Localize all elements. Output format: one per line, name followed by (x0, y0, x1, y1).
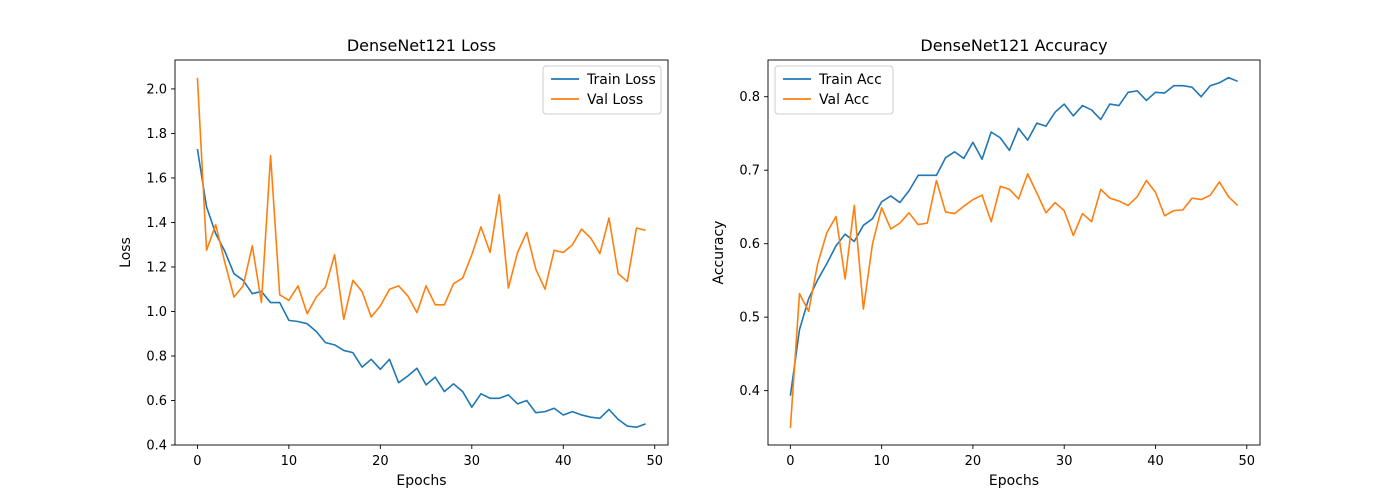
accuracy-series-train-acc-line (789, 76, 1238, 396)
accuracy-y-tick-label: 0.8 (739, 90, 760, 105)
accuracy-x-tick-label: 30 (1056, 454, 1073, 469)
loss-x-tick-label: 40 (555, 454, 572, 469)
loss-x-tick-label: 50 (646, 454, 663, 469)
accuracy-legend: Train Acc Val Acc (774, 65, 894, 115)
loss-y-tick-label: 0.4 (146, 439, 167, 454)
accuracy-legend-label: Train Acc (818, 72, 882, 88)
loss-x-tick-label: 30 (464, 454, 481, 469)
loss-chart-title: DenseNet121 Loss (347, 36, 496, 55)
loss-x-tick-label: 0 (193, 454, 201, 469)
loss-legend: Train Loss Val Loss (542, 65, 662, 115)
accuracy-x-tick-label: 40 (1147, 454, 1164, 469)
loss-legend-box (542, 65, 662, 115)
accuracy-y-tick-label: 0.7 (739, 164, 760, 179)
loss-y-tick-label: 1.0 (146, 305, 167, 320)
accuracy-x-tick-label: 50 (1238, 454, 1255, 469)
loss-y-tick-label: 0.8 (146, 349, 167, 364)
loss-series-train-loss-line (196, 148, 646, 429)
loss-legend-label: Train Loss (586, 72, 656, 88)
accuracy-legend-box (774, 65, 894, 115)
loss-y-tick-label: 0.6 (146, 394, 167, 409)
accuracy-legend-label: Val Acc (819, 92, 869, 108)
accuracy-chart-panel: DenseNet121 Accuracy 0 10 20 30 40 50 0.4 0.5 0.6… (711, 36, 1261, 489)
loss-x-axis-label: Epochs (396, 473, 446, 489)
loss-y-tick-label: 1.4 (146, 216, 167, 231)
loss-y-tick-label: 1.2 (146, 260, 167, 275)
accuracy-x-tick-label: 20 (965, 454, 982, 469)
loss-plot-frame (174, 59, 669, 446)
loss-y-tick-label: 1.6 (146, 171, 167, 186)
accuracy-y-tick-label: 0.6 (739, 237, 760, 252)
loss-y-tick-label: 2.0 (146, 82, 167, 97)
accuracy-x-axis-label: Epochs (989, 473, 1039, 489)
accuracy-plot-frame (767, 59, 1261, 446)
accuracy-x-tick-label: 10 (873, 454, 890, 469)
loss-y-axis-label: Loss (118, 237, 134, 268)
accuracy-y-tick-label: 0.4 (739, 384, 760, 399)
accuracy-y-axis-label: Accuracy (711, 221, 727, 285)
loss-x-tick-label: 20 (372, 454, 389, 469)
loss-y-tick-label: 1.8 (146, 127, 167, 142)
loss-series-val-loss-line (196, 77, 646, 321)
loss-chart-panel: DenseNet121 Loss 0 10 20 30 40 50 0.4 0.6 0.8 1.0 1… (118, 36, 669, 489)
accuracy-x-tick-label: 0 (786, 454, 794, 469)
loss-legend-label: Val Loss (587, 92, 643, 108)
accuracy-y-tick-label: 0.5 (739, 311, 760, 326)
loss-x-tick-label: 10 (281, 454, 298, 469)
accuracy-series-val-acc-line (789, 173, 1239, 429)
accuracy-chart-title: DenseNet121 Accuracy (920, 36, 1107, 55)
